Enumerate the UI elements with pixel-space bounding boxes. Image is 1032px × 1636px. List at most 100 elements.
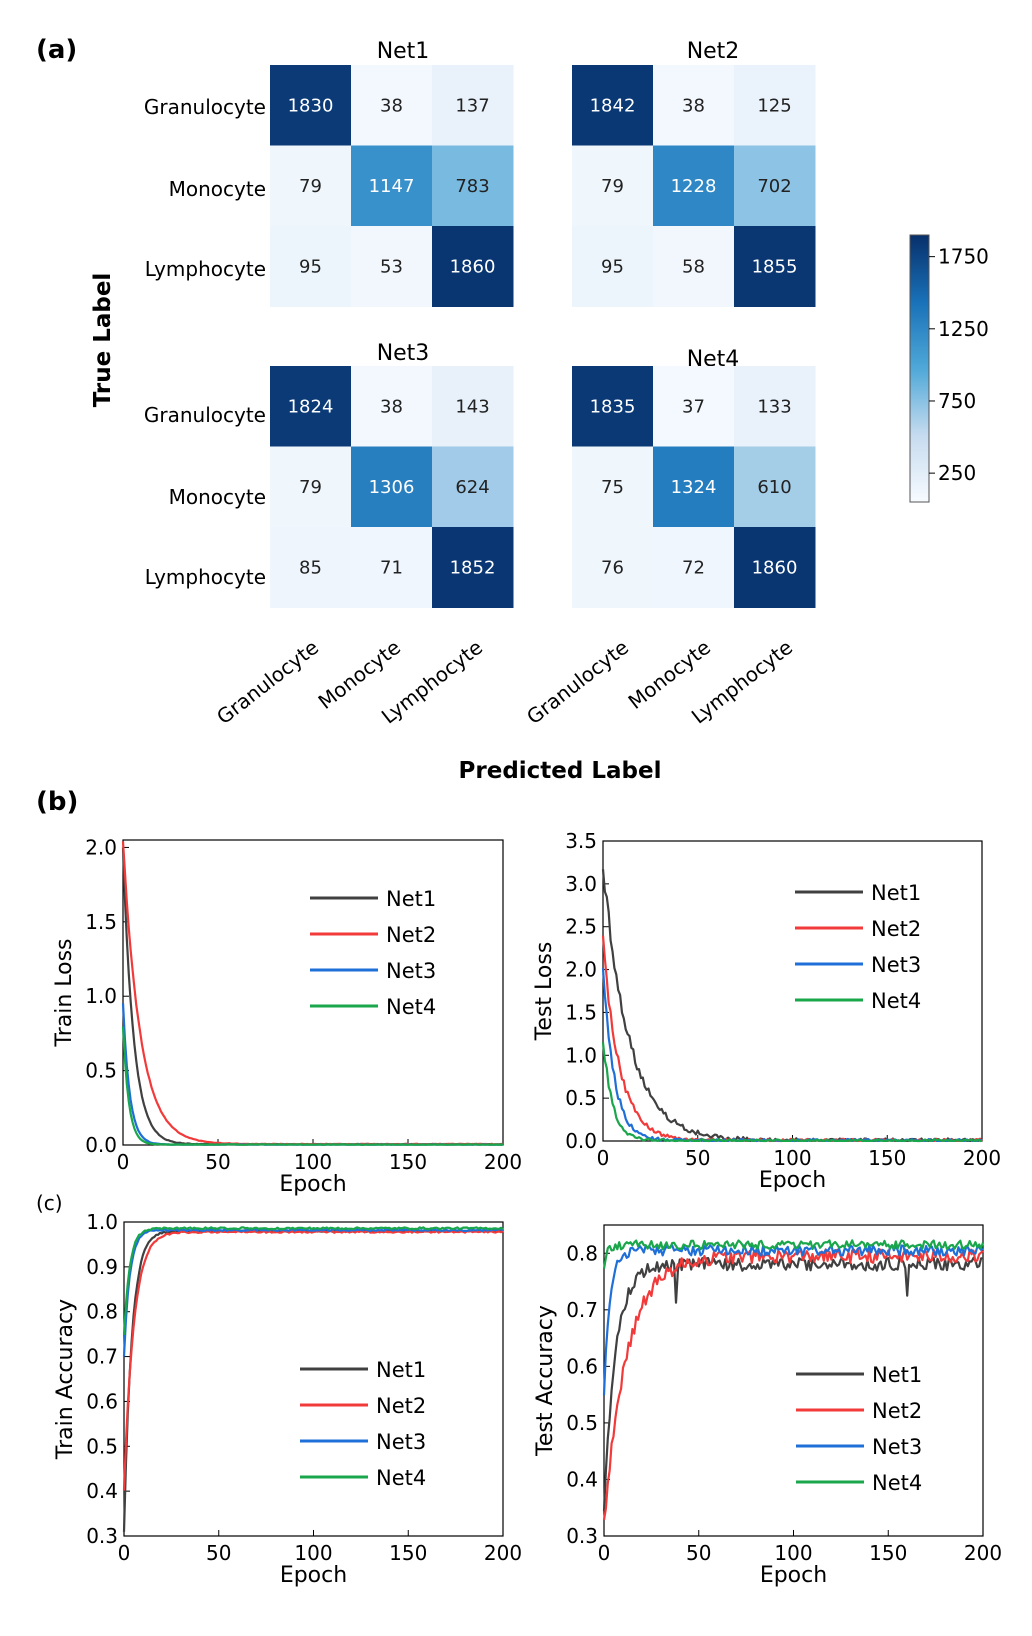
series-line-net2 <box>121 841 504 1146</box>
series-line-net1 <box>122 1228 504 1532</box>
y-tick-label: 3.0 <box>565 872 597 896</box>
cell-value-label: 79 <box>299 477 322 498</box>
legend-label-net3: Net3 <box>376 1430 426 1454</box>
y-tick-label: 0.4 <box>566 1467 598 1491</box>
x-tick-label: 150 <box>869 1541 907 1565</box>
heatmap-cell <box>572 65 654 146</box>
heatmap-cell <box>572 446 654 528</box>
heatmap-cell <box>432 527 514 608</box>
colorbar-tick-label: 1750 <box>938 245 989 269</box>
heatmap-cell <box>734 145 816 227</box>
legend-label-net4: Net4 <box>871 989 921 1013</box>
legend-label-net2: Net2 <box>872 1399 922 1423</box>
y-tick-label: 0.7 <box>86 1345 118 1369</box>
x-tick-label: 200 <box>484 1150 522 1174</box>
x-tick-label: 50 <box>685 1146 710 1170</box>
cm-title-net2: Net2 <box>687 39 740 64</box>
heatmap-cell <box>432 366 514 447</box>
x-tick-label: 150 <box>389 1150 427 1174</box>
cell-value-label: 1147 <box>369 176 415 197</box>
cell-value-label: 1835 <box>590 396 636 417</box>
legend-label-net3: Net3 <box>386 959 436 983</box>
panel-b-label: (b) <box>36 787 78 817</box>
y-tick-label: 0.3 <box>86 1524 118 1548</box>
heatmap-cell <box>653 446 735 528</box>
cell-value-label: 1860 <box>450 256 496 277</box>
y-tick-label: 2.0 <box>85 835 117 859</box>
cell-value-label: 143 <box>455 396 489 417</box>
y-tick-label: 0.5 <box>566 1411 598 1435</box>
plot-frame <box>123 1221 504 1537</box>
cell-value-label: 1306 <box>369 477 415 498</box>
heatmap-cell <box>653 366 735 447</box>
legend-label-net2: Net2 <box>386 923 436 947</box>
predicted-label-title: Predicted Label <box>459 758 662 784</box>
y-tick-label: 2.5 <box>565 915 597 939</box>
train-accuracy-chart: 0 50 100 150 200 0.3 0.4 0.5 0.6 0.7 0.8 0.9 1.0 Epoc… <box>53 1210 522 1588</box>
cell-value-label: 610 <box>757 477 791 498</box>
cell-value-label: 1860 <box>752 557 798 578</box>
x-axis-title: Epoch <box>760 1563 827 1588</box>
series-line-net4 <box>121 1026 504 1146</box>
row-label-lymphocyte: Lymphocyte <box>145 565 266 589</box>
cell-value-label: 85 <box>299 557 322 578</box>
cell-value-label: 37 <box>682 396 705 417</box>
heatmap-cell <box>270 145 352 227</box>
series-line-net4 <box>122 1226 504 1335</box>
y-tick-label: 0.5 <box>565 1086 597 1110</box>
cell-value-label: 125 <box>757 95 791 116</box>
x-tick-label: 0 <box>597 1146 610 1170</box>
heatmap-cell <box>653 527 735 608</box>
cell-value-label: 133 <box>757 396 791 417</box>
x-tick-label: 150 <box>389 1541 427 1565</box>
series-line-net3 <box>601 968 983 1143</box>
heatmap-cell <box>270 446 352 528</box>
colorbar-tick-label: 1250 <box>938 317 989 341</box>
x-axis-title: Epoch <box>280 1563 347 1588</box>
x-tick-label: 100 <box>294 1150 332 1174</box>
row-labels-bottom: Granulocyte Monocyte Lymphocyte <box>144 403 266 589</box>
x-tick-label: 0 <box>117 1150 130 1174</box>
series-line-net2 <box>602 1248 984 1521</box>
legend-label-net1: Net1 <box>376 1358 426 1382</box>
series-line-net3 <box>122 1228 504 1357</box>
train-loss-chart: 0 50 100 150 200 0.0 0.5 1.0 1.5 2.0 Epoch Train Lo… <box>52 835 522 1197</box>
row-label-monocyte: Monocyte <box>169 177 266 201</box>
x-tick-label: 100 <box>294 1541 332 1565</box>
legend-label-net3: Net3 <box>871 953 921 977</box>
test-accuracy-chart: 0 50 100 150 200 0.3 0.4 0.5 0.6 0.7 0.8 Epoch Test … <box>533 1224 1002 1588</box>
series-line-net4 <box>602 1239 985 1269</box>
heatmap-cell <box>432 446 514 528</box>
x-tick-label: 200 <box>484 1541 522 1565</box>
heatmap-cell <box>734 366 816 447</box>
y-tick-label: 0.6 <box>566 1354 598 1378</box>
panel-c-label: (c) <box>36 1191 63 1215</box>
legend-label-net1: Net1 <box>872 1363 922 1387</box>
heatmap-cell <box>270 527 352 608</box>
legend-label-net4: Net4 <box>872 1471 922 1495</box>
panel-a-label: (a) <box>36 35 77 65</box>
cell-value-label: 79 <box>601 176 624 197</box>
heatmap-cell <box>734 65 816 146</box>
y-tick-label: 0.5 <box>86 1434 118 1458</box>
confusion-matrix-net3: Net3 1824 38 143 79 1306 624 85 71 1852 <box>270 341 514 608</box>
y-tick-label: 1.0 <box>86 1210 118 1234</box>
cm-title-net1: Net1 <box>377 39 430 64</box>
cell-value-label: 1824 <box>288 396 334 417</box>
heatmap-cell <box>432 145 514 227</box>
heatmap-cell <box>572 226 654 307</box>
test-loss-chart: 0 50 100 150 200 0.0 0.5 1.0 1.5 2.0 2.5 3.0 3.5 Epoc… <box>532 829 1001 1193</box>
x-tick-label: 0 <box>598 1541 611 1565</box>
cell-value-label: 1830 <box>288 95 334 116</box>
row-label-lymphocyte: Lymphocyte <box>145 257 266 281</box>
legend-label-net1: Net1 <box>871 881 921 905</box>
legend-label-net4: Net4 <box>386 995 436 1019</box>
heatmap-cell <box>351 366 433 447</box>
heatmap-cell <box>734 226 816 307</box>
y-axis-title: Test Loss <box>532 942 557 1042</box>
legend-label-net4: Net4 <box>376 1466 426 1490</box>
heatmap-cell <box>572 366 654 447</box>
x-tick-label: 100 <box>774 1541 812 1565</box>
colorbar-tick-label: 750 <box>938 389 976 413</box>
